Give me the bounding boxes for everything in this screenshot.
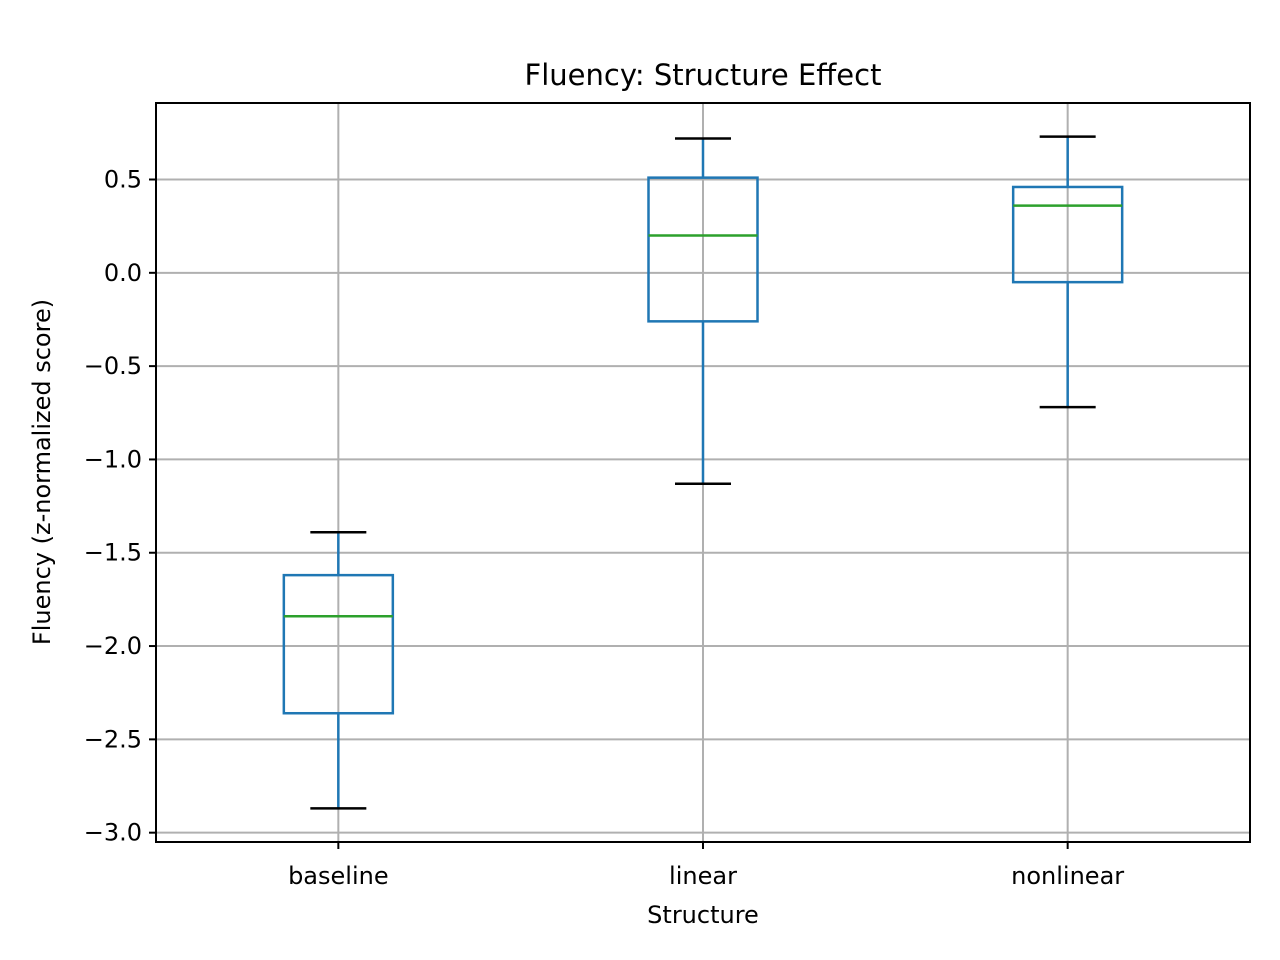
- box-linear: [647, 137, 759, 485]
- iqr-box: [1011, 185, 1124, 284]
- y-tick-label: −0.5: [84, 352, 142, 380]
- x-tick-label-baseline: baseline: [288, 862, 389, 890]
- boxes: [282, 135, 1124, 810]
- y-tick-label: −1.0: [84, 445, 142, 473]
- x-axis-label: Structure: [647, 901, 759, 929]
- y-tick-label: 0.0: [104, 259, 142, 287]
- y-axis: 0.5 0.0 −0.5 −1.0 −1.5 −2.0 −2.5 −3.0: [84, 166, 156, 847]
- x-tick-label-nonlinear: nonlinear: [1011, 862, 1124, 890]
- box-nonlinear: [1011, 135, 1124, 409]
- y-tick-label: −2.0: [84, 632, 142, 660]
- x-tick-label-linear: linear: [669, 862, 737, 890]
- y-tick-label: −2.5: [84, 725, 142, 753]
- iqr-box: [647, 176, 759, 323]
- box-baseline: [282, 530, 395, 810]
- y-tick-label: −1.5: [84, 539, 142, 567]
- chart-title: Fluency: Structure Effect: [525, 58, 882, 92]
- iqr-box: [282, 573, 395, 715]
- y-tick-label: 0.5: [104, 166, 142, 194]
- y-axis-label: Fluency (z-normalized score): [28, 299, 56, 645]
- x-axis: baseline linear nonlinear: [288, 842, 1124, 890]
- y-tick-label: −3.0: [84, 819, 142, 847]
